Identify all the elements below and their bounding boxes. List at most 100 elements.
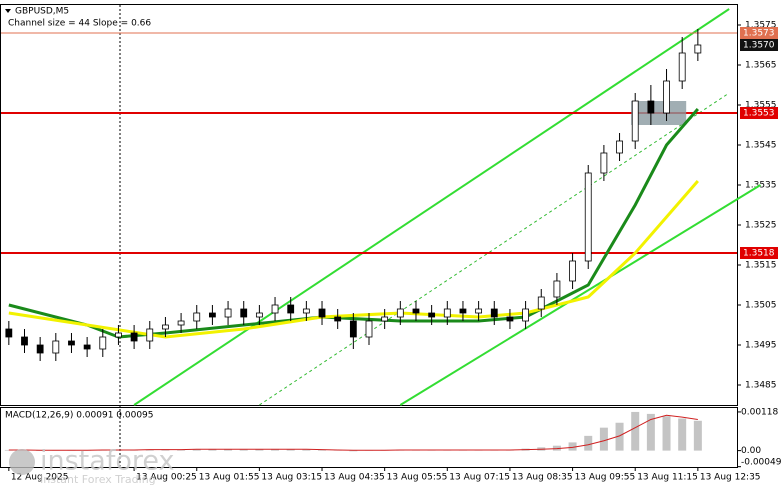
- macd-bar: [631, 411, 640, 451]
- level-label: 1.3518: [743, 249, 775, 259]
- level-label: 1.3573: [743, 29, 775, 39]
- level-label-box: [740, 39, 778, 51]
- candle-body: [36, 344, 44, 354]
- y-tick-label: 1.3515: [745, 261, 777, 271]
- main-frame: [0, 4, 738, 406]
- level-label-box: [740, 27, 778, 39]
- candle-body: [443, 308, 451, 318]
- x-tick-label: 13 Aug 09:55: [575, 473, 636, 483]
- candle-body: [381, 316, 389, 322]
- macd-frame: [0, 407, 738, 468]
- macd-bar: [192, 449, 201, 451]
- y-tick-label: 1.3575: [745, 21, 777, 31]
- y-tick-label: 1.3565: [745, 61, 777, 71]
- channel-line: [259, 92, 730, 406]
- candle-body: [365, 320, 373, 338]
- macd-title: MACD(12,26,9) 0.00091 0.00095: [5, 411, 154, 421]
- x-tick-label: 13 Aug 01:55: [199, 473, 260, 483]
- macd-signal: [8, 414, 698, 451]
- macd-bar: [255, 449, 264, 451]
- candle-body: [616, 140, 623, 154]
- candle-body: [209, 312, 216, 318]
- macd-bar: [678, 418, 687, 451]
- macd-tick-label: 0.00: [741, 446, 761, 456]
- macd-bar: [239, 449, 248, 451]
- macd-bar: [599, 427, 608, 451]
- candle-body: [537, 296, 545, 310]
- macd-bar: [568, 442, 577, 451]
- macd-bar: [286, 449, 295, 451]
- candle-body: [412, 308, 420, 314]
- macd-tick-label: 0.00118: [741, 407, 778, 417]
- candle-body: [99, 336, 107, 350]
- candle-body: [678, 52, 686, 82]
- level-label-box: [740, 107, 778, 119]
- zone: [631, 101, 687, 125]
- candle-body: [490, 308, 498, 318]
- candle-body: [318, 308, 326, 318]
- macd-bar: [302, 449, 311, 451]
- candle-body: [52, 340, 60, 354]
- macd-bar: [318, 449, 327, 451]
- y-tick-label: 1.3555: [745, 101, 777, 111]
- level-label-box: [740, 247, 778, 259]
- candle-body: [21, 336, 28, 346]
- candle-body: [177, 320, 185, 326]
- y-tick-label: 1.3505: [745, 301, 777, 311]
- channel-line: [133, 8, 730, 406]
- chart-title: GBPUSD,M5: [15, 7, 69, 17]
- candle-body: [694, 44, 702, 54]
- x-tick-label: 13 Aug 07:15: [449, 473, 510, 483]
- y-tick-label: 1.3495: [745, 341, 777, 351]
- candle-body: [68, 340, 75, 346]
- candle-body: [631, 100, 639, 142]
- macd-bar: [224, 449, 233, 451]
- y-tick-label: 1.3485: [745, 381, 777, 391]
- candle-body: [240, 308, 248, 318]
- candle-body: [396, 308, 404, 318]
- candle-body: [553, 280, 561, 298]
- candle-body: [271, 304, 279, 314]
- channel-line: [399, 184, 762, 406]
- candle-body: [115, 332, 122, 338]
- candle-body: [5, 328, 13, 338]
- title-marker: [5, 9, 11, 13]
- x-tick-label: 13 Aug 12:35: [700, 473, 761, 483]
- candle-body: [475, 308, 483, 314]
- candle-body: [428, 312, 436, 318]
- macd-bar: [662, 416, 671, 451]
- candle-body: [255, 312, 263, 318]
- candle-body: [349, 320, 357, 338]
- x-tick-label: 13 Aug 03:15: [261, 473, 322, 483]
- candle-body: [224, 308, 232, 318]
- x-tick-label: 13 Aug 05:55: [387, 473, 448, 483]
- candle-body: [663, 80, 670, 114]
- macd-bar: [693, 420, 702, 451]
- watermark-logo: [9, 449, 35, 475]
- x-tick-label: 13 Aug 00:25: [136, 473, 197, 483]
- candle-body: [334, 316, 342, 322]
- candle-body: [287, 304, 295, 314]
- candle-body: [162, 324, 169, 330]
- candle-body: [506, 316, 514, 322]
- macd-bar: [349, 450, 358, 452]
- watermark-slogan: Instant Forex Trading: [40, 473, 156, 486]
- x-tick-label: 12 Aug 2025: [11, 473, 69, 483]
- candle-body: [600, 152, 608, 174]
- candle-body: [146, 328, 154, 342]
- macd-bar: [584, 435, 593, 451]
- candle-body: [130, 332, 138, 342]
- level-label: 1.3570: [743, 41, 775, 51]
- channel-annotation: Channel size = 44 Slope = 0.66: [8, 19, 151, 29]
- level-label: 1.3553: [743, 109, 775, 119]
- candle-body: [459, 308, 467, 314]
- candle-body: [83, 344, 91, 350]
- candle-body: [584, 172, 592, 262]
- macd-bar: [615, 422, 624, 451]
- y-tick-label: 1.3525: [745, 221, 777, 231]
- candle-body: [569, 260, 576, 282]
- macd-bar: [646, 413, 655, 451]
- x-tick-label: 13 Aug 04:35: [324, 473, 385, 483]
- candle-body: [193, 312, 201, 322]
